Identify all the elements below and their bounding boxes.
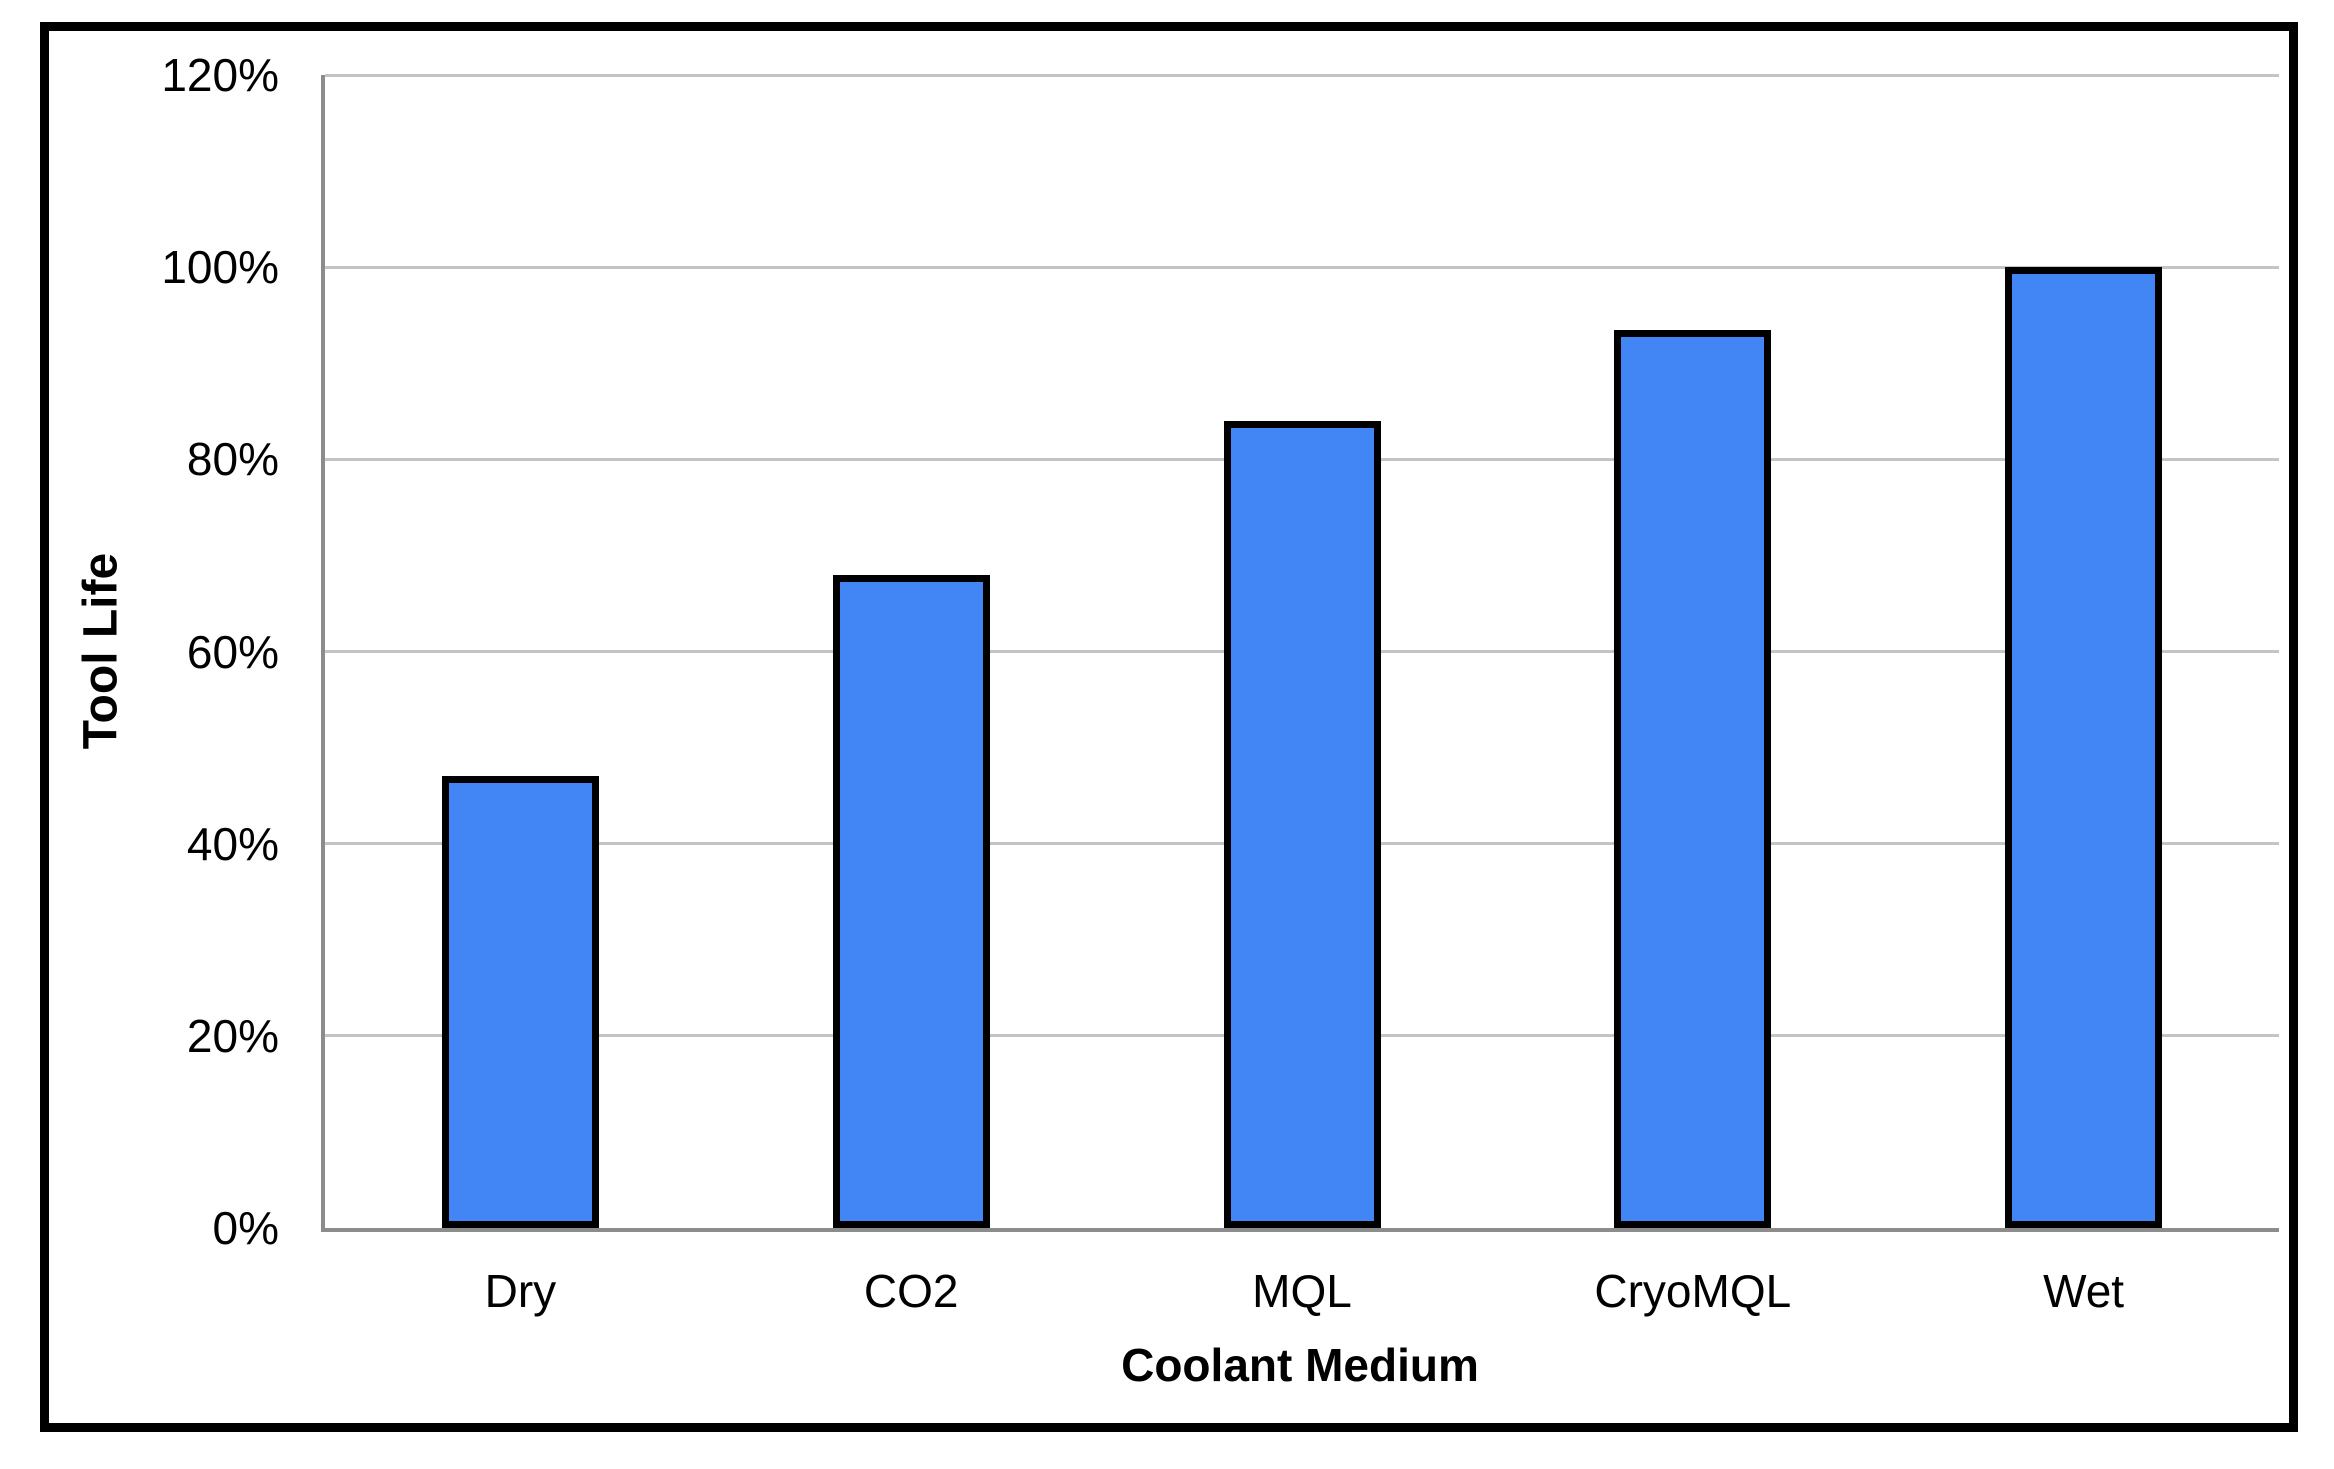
- bar-co2: [832, 574, 990, 1228]
- y-tick-label-60: 60%: [186, 625, 279, 678]
- y-tick-label-120: 120%: [161, 49, 279, 101]
- y-axis-title: Tool Life: [74, 552, 128, 750]
- bar-mql: [1223, 420, 1381, 1228]
- chart-frame: [40, 22, 2298, 1432]
- plot-area: 0% 20% 40% 60% 80% 100% 120% Dry CO2 MQL CryoMQL We…: [161, 52, 2279, 1314]
- category-label-dry: Dry: [484, 1265, 557, 1317]
- gridline-120: [325, 73, 2279, 77]
- gridline-100: [325, 265, 2279, 269]
- bar-wet: [2005, 267, 2163, 1228]
- y-tick-label-0: 0%: [212, 1202, 279, 1254]
- y-tick-label-100: 100%: [161, 241, 279, 294]
- category-label-cryomql: CryoMQL: [1594, 1265, 1792, 1317]
- bar-cryomql: [1614, 329, 1772, 1228]
- y-tick-label-80: 80%: [186, 433, 279, 486]
- y-tick-label-40: 40%: [186, 817, 279, 870]
- category-label-co2: CO2: [863, 1265, 959, 1317]
- category-label-wet: Wet: [2043, 1265, 2125, 1317]
- bar-dry: [441, 776, 599, 1228]
- y-tick-label-20: 20%: [186, 1009, 279, 1062]
- x-axis-title: Coolant Medium: [1121, 1339, 1479, 1391]
- category-label-mql: MQL: [1252, 1265, 1352, 1317]
